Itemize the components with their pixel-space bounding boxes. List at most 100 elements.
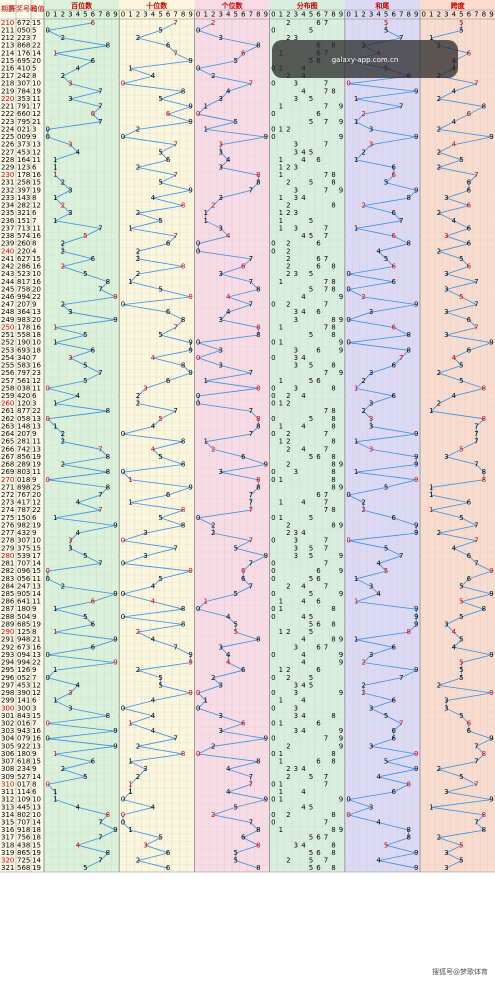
trend-digit: 8	[482, 811, 486, 819]
distribution-digit: 5	[309, 270, 313, 278]
distribution-digit: 2	[286, 125, 290, 133]
distribution-digit: 0	[271, 247, 275, 255]
trend-digit: 6	[391, 232, 396, 240]
trend-digit: 6	[241, 834, 246, 842]
trend-digit: 6	[467, 202, 472, 210]
distribution-digit: 5	[309, 544, 313, 552]
trend-digit: 3	[143, 529, 147, 537]
sum: 9	[32, 666, 36, 674]
trend-digit: 6	[166, 491, 171, 499]
group-header: 分布图	[297, 1, 318, 10]
distribution-digit: 4	[301, 598, 306, 606]
number: 660	[17, 110, 30, 118]
trend-digit: 9	[414, 461, 418, 469]
trend-digit: 6	[91, 346, 96, 354]
distribution-digit: 8	[331, 521, 335, 529]
distribution-digit: 1	[279, 598, 283, 606]
trend-digit: 3	[444, 704, 448, 712]
digit-header: 5	[83, 11, 87, 19]
distribution-digit: 1	[279, 628, 283, 636]
watermark-box	[272, 40, 458, 78]
trend-digit: 8	[106, 278, 110, 286]
period: 258	[1, 384, 14, 392]
trend-digit: 2	[211, 72, 215, 80]
distribution-digit: 3	[294, 80, 298, 88]
number: 300	[17, 704, 30, 712]
trend-digit: 8	[256, 483, 260, 491]
trend-digit: 0	[121, 811, 125, 819]
distribution-digit: 4	[301, 445, 306, 453]
trend-digit: 5	[158, 415, 162, 423]
trend-digit: 5	[234, 620, 238, 628]
distribution-digit: 1	[279, 758, 283, 766]
trend-digit: 8	[256, 422, 260, 430]
digit-header: 5	[158, 11, 162, 19]
trend-digit: 3	[68, 537, 72, 545]
digit-header: 3	[143, 11, 147, 19]
distribution-digit: 4	[301, 765, 306, 773]
sum: 10	[32, 270, 41, 278]
trend-digit: 5	[234, 118, 238, 126]
period: 249	[1, 316, 14, 324]
digit-header: 6	[91, 11, 96, 19]
trend-digit: 5	[83, 377, 87, 385]
trend-digit: 7	[249, 537, 253, 545]
distribution-digit: 1	[279, 156, 283, 164]
digit-header: 9	[414, 11, 418, 19]
sum: 13	[32, 742, 41, 750]
trend-digit: 8	[106, 483, 110, 491]
distribution-digit: 5	[309, 217, 313, 225]
distribution-digit: 7	[324, 407, 328, 415]
sum: 11	[32, 384, 41, 392]
digit-header: 9	[113, 11, 117, 19]
trend-digit: 2	[61, 301, 65, 309]
trend-digit: 2	[136, 742, 140, 750]
trend-digit: 6	[391, 164, 396, 172]
trend-digit: 9	[264, 461, 268, 469]
distribution-digit: 5	[309, 613, 313, 621]
distribution-digit: 6	[316, 308, 321, 316]
number: 583	[17, 362, 30, 370]
period: 238	[1, 232, 14, 240]
trend-digit: 2	[211, 674, 215, 682]
period: 265	[1, 438, 14, 446]
trend-digit: 9	[113, 521, 117, 529]
trend-digit: 4	[151, 445, 156, 453]
sum: 6	[32, 164, 37, 172]
distribution-digit: 5	[309, 514, 313, 522]
distribution-digit: 1	[279, 400, 283, 408]
period: 229	[1, 164, 14, 172]
number: 247	[17, 582, 30, 590]
distribution-digit: 7	[324, 19, 328, 27]
period: 282	[1, 567, 14, 575]
number: 143	[17, 194, 30, 202]
trend-digit: 4	[151, 697, 156, 705]
trend-digit: 7	[399, 217, 403, 225]
distribution-digit: 0	[271, 575, 275, 583]
trend-digit: 5	[158, 179, 162, 187]
period: 221	[1, 103, 14, 111]
distribution-digit: 3	[294, 148, 298, 156]
trend-line	[121, 22, 193, 869]
left-background	[0, 0, 44, 872]
trend-digit: 1	[53, 194, 57, 202]
distribution-digit: 5	[309, 26, 313, 34]
trend-digit: 2	[61, 765, 65, 773]
number: 141	[17, 697, 30, 705]
trend-digit: 3	[444, 194, 448, 202]
number: 286	[17, 263, 31, 271]
trend-digit: 4	[76, 529, 81, 537]
sum: 19	[32, 849, 41, 857]
trend-digit: 7	[249, 773, 253, 781]
trend-digit: 4	[226, 613, 231, 621]
trend-digit: 8	[482, 415, 486, 423]
distribution-digit: 0	[271, 476, 275, 484]
distribution-digit: 7	[324, 491, 328, 499]
distribution-digit: 3	[294, 643, 298, 651]
trend-digit: 7	[474, 560, 478, 568]
distribution-digit: 0	[271, 567, 275, 575]
period: 230	[1, 171, 14, 179]
trend-digit: 9	[489, 590, 493, 598]
number: 877	[17, 407, 30, 415]
sum: 13	[32, 445, 41, 453]
